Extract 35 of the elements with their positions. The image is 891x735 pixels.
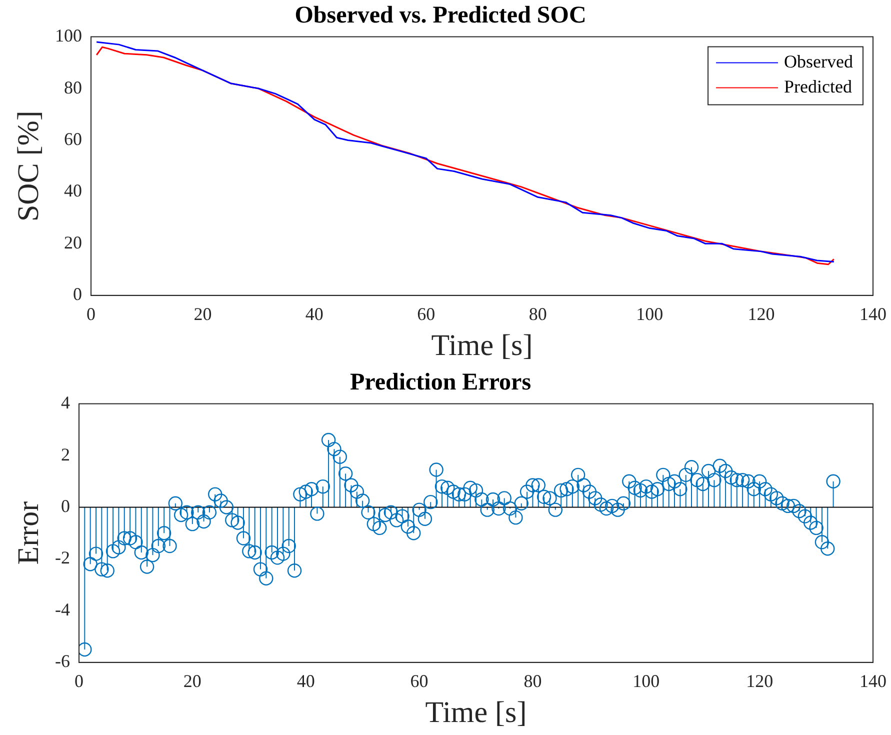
x-tick-label: 100 xyxy=(632,670,660,691)
x-tick-label: 140 xyxy=(860,670,886,691)
y-tick-label: 100 xyxy=(55,26,82,46)
y-tick-label: 20 xyxy=(64,232,82,252)
legend-label: Observed xyxy=(784,52,854,72)
legend-label: Predicted xyxy=(784,76,852,97)
x-tick-label: 140 xyxy=(860,304,886,324)
x-tick-label: 60 xyxy=(417,304,436,324)
x-tick-label: 120 xyxy=(748,304,775,324)
chart-title: Observed vs. Predicted SOC xyxy=(294,2,586,29)
x-axis-title: Time [s] xyxy=(431,328,533,362)
x-tick-label: 80 xyxy=(524,670,542,691)
x-tick-label: 20 xyxy=(194,304,212,324)
y-tick-label: 4 xyxy=(60,392,70,413)
x-tick-label: 20 xyxy=(183,670,202,691)
x-tick-label: 40 xyxy=(305,304,324,324)
y-tick-label: 80 xyxy=(64,77,82,98)
y-tick-label: 40 xyxy=(64,180,82,201)
x-tick-label: 60 xyxy=(410,670,428,691)
y-axis-title: SOC [%] xyxy=(12,110,45,222)
x-tick-label: 120 xyxy=(746,670,774,691)
y-tick-label: -4 xyxy=(54,599,70,620)
y-axis-title: Error xyxy=(12,501,45,565)
x-tick-label: 0 xyxy=(86,304,96,324)
y-tick-label: 60 xyxy=(64,128,82,149)
chart-title: Prediction Errors xyxy=(350,370,532,396)
y-tick-label: 0 xyxy=(73,284,82,304)
y-tick-label: -6 xyxy=(54,651,70,672)
y-tick-label: 2 xyxy=(60,444,70,464)
x-tick-label: 100 xyxy=(636,304,664,324)
x-axis-title: Time [s] xyxy=(425,696,527,729)
y-tick-label: 0 xyxy=(60,496,70,516)
x-tick-label: 40 xyxy=(296,670,315,691)
y-tick-label: -2 xyxy=(54,548,70,568)
x-tick-label: 80 xyxy=(528,304,547,324)
